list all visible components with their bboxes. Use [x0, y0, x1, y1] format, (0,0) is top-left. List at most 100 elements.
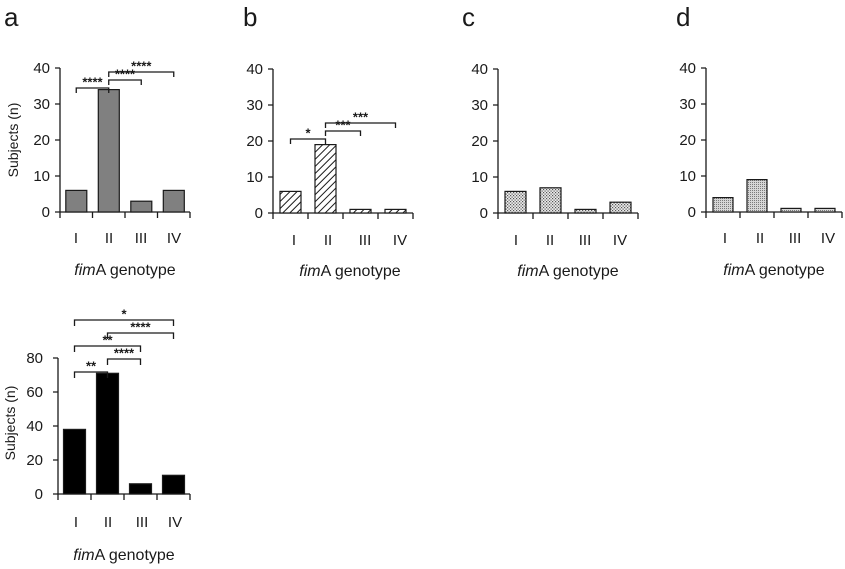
- significance-brackets: **** **** ****: [75, 59, 175, 93]
- bar-II: [746, 179, 768, 213]
- significance-bracket: ****: [108, 59, 175, 77]
- bar-IV: [609, 201, 632, 214]
- x-axis: [272, 212, 414, 219]
- significance-label: ****: [131, 59, 152, 74]
- significance-bracket: ****: [75, 75, 110, 93]
- x-tick-label-III: III: [579, 232, 592, 249]
- bar-I: [279, 190, 302, 214]
- significance-label: ****: [114, 346, 135, 361]
- x-axis-label: fimA genotype: [517, 263, 619, 280]
- significance-label: ***: [353, 110, 369, 125]
- significance-bracket: ***: [324, 118, 362, 136]
- bar-IV: [814, 207, 836, 213]
- significance-bracket: ****: [108, 67, 142, 85]
- bracket-line: [73, 345, 142, 352]
- x-axis-label-rest: A genotype: [96, 262, 176, 279]
- panel-c: c 0 10 20 30 40 I II III IV fimA genotyp…: [462, 2, 639, 280]
- y-tick-label: 10: [246, 169, 263, 186]
- x-tick-label-I: I: [514, 232, 518, 249]
- x-tick-label-II: II: [104, 514, 112, 531]
- y-tick-label: 20: [246, 133, 263, 150]
- bar-III: [130, 200, 153, 213]
- bar-I: [712, 197, 734, 213]
- y-tick-label: 30: [246, 97, 263, 114]
- x-axis-label: fimA genotype: [723, 262, 825, 279]
- bar-II: [97, 88, 120, 213]
- x-tick-label-II: II: [546, 232, 554, 249]
- x-tick-label-I: I: [74, 230, 78, 247]
- x-axis-label-rest: A genotype: [95, 547, 175, 564]
- x-axis-label: fimA genotype: [74, 262, 176, 279]
- y-tick-label: 0: [255, 205, 263, 222]
- x-axis-label-italic: fim: [517, 263, 538, 280]
- significance-brackets: * *** ***: [289, 110, 397, 144]
- x-tick-labels: I II III IV: [723, 230, 835, 247]
- bracket-line: [324, 130, 362, 136]
- significance-bracket: *: [73, 307, 175, 326]
- x-tick-label-IV: IV: [821, 230, 835, 247]
- significance-bracket: ***: [324, 110, 397, 128]
- y-tick-label: 30: [33, 96, 50, 113]
- x-tick-label-IV: IV: [613, 232, 627, 249]
- y-tick-label: 10: [33, 168, 50, 185]
- x-axis: [57, 493, 191, 500]
- significance-bracket: **: [73, 359, 109, 378]
- y-tick-label: 20: [33, 132, 50, 149]
- y-tick-label: 80: [26, 350, 43, 367]
- y-tick-label: 0: [480, 205, 488, 222]
- y-axis: [493, 68, 499, 214]
- bar-I: [504, 190, 527, 214]
- bracket-line: [106, 358, 142, 365]
- y-tick-label: 40: [246, 61, 263, 78]
- bracket-line: [108, 71, 175, 77]
- panel-letter: b: [243, 2, 257, 32]
- bars: [712, 179, 836, 213]
- x-tick-label-III: III: [359, 232, 372, 249]
- significance-label: ***: [335, 118, 351, 133]
- bracket-line: [73, 319, 175, 326]
- y-tick-label: 40: [471, 61, 488, 78]
- x-axis: [59, 211, 191, 218]
- bar-IV: [384, 208, 407, 214]
- significance-bracket: ****: [106, 320, 175, 339]
- y-tick-label: 0: [35, 486, 43, 503]
- x-tick-label-IV: IV: [393, 232, 407, 249]
- bar-III: [574, 208, 597, 214]
- x-tick-label-III: III: [135, 230, 148, 247]
- x-tick-label-III: III: [789, 230, 802, 247]
- y-tick-label: 0: [688, 204, 696, 221]
- x-tick-label-I: I: [723, 230, 727, 247]
- bracket-line: [75, 87, 110, 93]
- significance-label: ****: [130, 320, 151, 335]
- x-axis-label-rest: A genotype: [539, 263, 619, 280]
- x-axis: [497, 212, 639, 219]
- y-tick-labels: 0 10 20 30 40: [471, 61, 488, 222]
- bars: [504, 187, 632, 214]
- x-tick-labels: I II III IV: [74, 230, 181, 247]
- y-tick-label: 40: [26, 418, 43, 435]
- bracket-line: [324, 122, 397, 128]
- y-tick-labels: 0 10 20 30 40: [246, 61, 263, 222]
- panel-letter: d: [676, 2, 690, 32]
- x-tick-label-I: I: [292, 232, 296, 249]
- x-tick-label-I: I: [74, 514, 78, 531]
- x-tick-label-II: II: [324, 232, 332, 249]
- y-tick-labels: 0 10 20 30 40: [679, 60, 696, 221]
- panel-d: d 0 10 20 30 40 I II III IV fimA genotyp…: [676, 2, 843, 279]
- y-tick-label: 20: [471, 133, 488, 150]
- panel-b: b 0 10 20 30 40 I II III IV fimA genotyp…: [243, 2, 414, 280]
- bar-IV: [162, 189, 185, 213]
- x-tick-labels: I II III IV: [514, 232, 627, 249]
- y-axis: [55, 67, 61, 213]
- y-tick-label: 40: [33, 60, 50, 77]
- x-axis-label: fimA genotype: [73, 547, 175, 564]
- y-axis: [268, 68, 274, 214]
- bar-II: [539, 187, 562, 214]
- x-axis-label-italic: fim: [723, 262, 744, 279]
- panel-letter: c: [462, 2, 475, 32]
- bracket-line: [73, 371, 109, 378]
- significance-label: *: [305, 126, 311, 141]
- y-axis: [701, 67, 707, 213]
- y-tick-label: 30: [471, 97, 488, 114]
- significance-brackets: ** **** ** **** *: [73, 307, 175, 378]
